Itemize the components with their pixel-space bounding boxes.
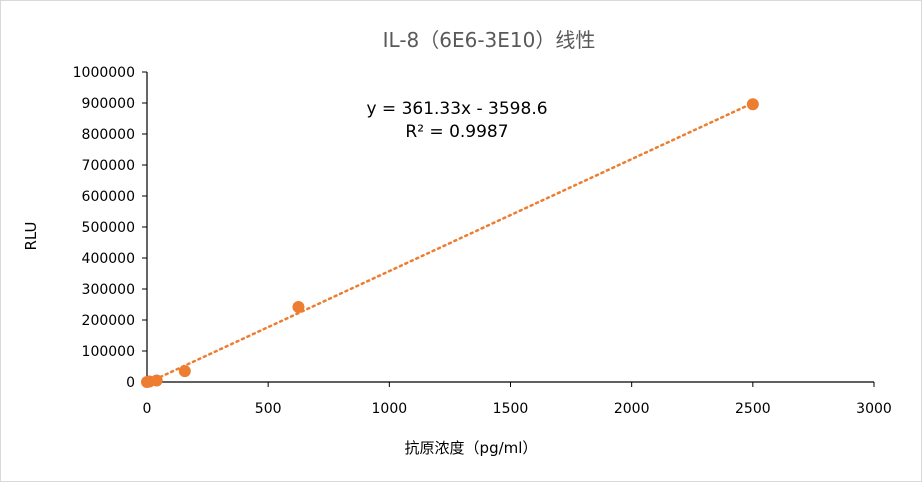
y-tick-label: 500000 — [82, 220, 135, 236]
y-axis-label: RLU — [22, 221, 40, 250]
y-axis: 0 100000 200000 300000 400000 500000 600000 700… — [73, 65, 148, 391]
trendline-equation: y = 361.33x - 3598.6 — [366, 99, 547, 119]
trendline — [148, 101, 755, 384]
x-tick-label: 500 — [255, 401, 282, 417]
y-tick-label: 700000 — [82, 158, 135, 174]
y-tick-label: 900000 — [82, 96, 135, 112]
trendline-r2: R² = 0.9987 — [405, 122, 508, 142]
x-axis-label: 抗原浓度（pg/ml） — [405, 439, 538, 457]
x-tick-label: 1500 — [493, 401, 529, 417]
x-tick-label: 2000 — [614, 401, 650, 417]
data-points — [141, 98, 759, 388]
trendline-group — [148, 101, 755, 384]
y-tick-label: 400000 — [82, 251, 135, 267]
data-point — [746, 98, 759, 111]
x-tick-label: 3000 — [856, 401, 892, 417]
y-tick-label: 600000 — [82, 189, 135, 205]
data-point — [178, 365, 191, 378]
y-tick-label: 300000 — [82, 282, 135, 298]
y-tick-label: 100000 — [82, 344, 135, 360]
x-tick-label: 2500 — [735, 401, 771, 417]
data-point — [150, 374, 163, 387]
y-tick-label: 1000000 — [73, 65, 135, 81]
data-point — [292, 300, 305, 313]
x-tick-label: 0 — [143, 401, 152, 417]
chart-title: IL-8（6E6-3E10）线性 — [383, 28, 596, 52]
x-tick-label: 1000 — [372, 401, 408, 417]
y-tick-label: 800000 — [82, 127, 135, 143]
x-axis: 0 500 1000 1500 2000 2500 3000 — [143, 381, 892, 417]
y-tick-label: 0 — [126, 375, 135, 391]
y-tick-label: 200000 — [82, 313, 135, 329]
